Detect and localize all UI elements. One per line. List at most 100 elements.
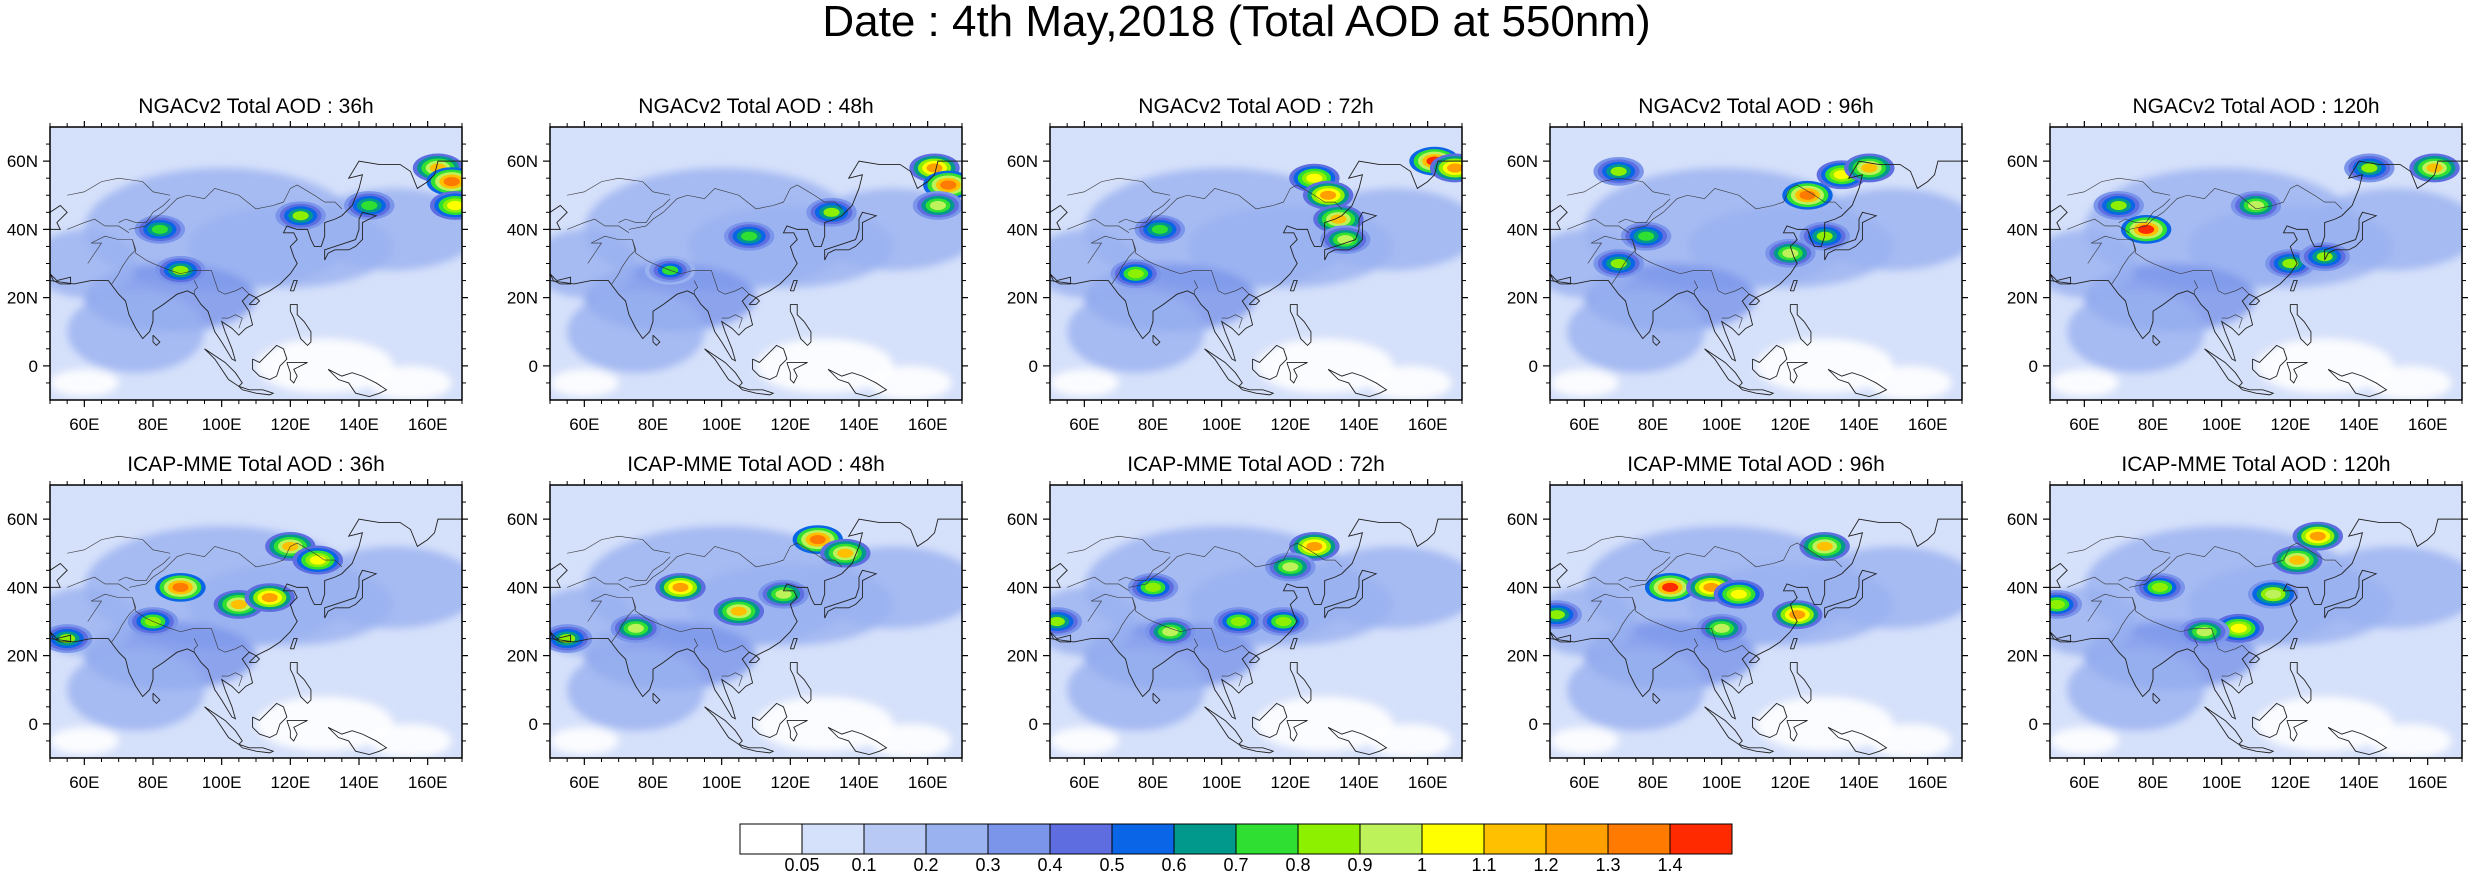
coastline bbox=[1748, 654, 1761, 663]
coastline bbox=[1050, 273, 1072, 285]
border bbox=[2221, 314, 2243, 329]
x-tick-label: 140E bbox=[1839, 415, 1879, 434]
x-tick-label: 160E bbox=[1908, 773, 1948, 792]
border bbox=[2111, 597, 2137, 643]
aod-plume bbox=[1844, 153, 1895, 183]
border bbox=[1628, 184, 1843, 230]
aod-plume bbox=[758, 579, 809, 609]
x-tick-label: 140E bbox=[339, 415, 379, 434]
aod-plume bbox=[610, 613, 662, 643]
y-tick-label: 40N bbox=[7, 578, 38, 597]
coastline bbox=[1248, 296, 1261, 305]
colorbar-box bbox=[1297, 823, 1361, 855]
aod-plume bbox=[292, 545, 343, 575]
x-tick-label: 140E bbox=[839, 773, 879, 792]
borders bbox=[1567, 177, 1843, 329]
map-panel: 60E 80E 100E 120E 140E 160E 60N 40N 20N 0 NGACv2 T… bbox=[1007, 95, 1468, 434]
aod-plume bbox=[275, 201, 326, 231]
aod-plume bbox=[1110, 259, 1162, 289]
aod-plume bbox=[655, 572, 706, 602]
aod-plume bbox=[2292, 521, 2343, 551]
border bbox=[567, 177, 671, 196]
colorbar-box bbox=[1607, 823, 1671, 855]
border bbox=[693, 280, 698, 295]
coastline bbox=[2324, 569, 2378, 619]
colorbar-box bbox=[801, 823, 865, 855]
coastline bbox=[824, 211, 878, 261]
colorbar-label: 1.3 bbox=[1595, 855, 1620, 874]
main-title: Date : 4th May,2018 (Total AOD at 550nm) bbox=[822, 0, 1651, 46]
x-tick-label: 100E bbox=[1202, 773, 1242, 792]
border bbox=[211, 628, 250, 653]
coastlines bbox=[550, 518, 962, 756]
coastline bbox=[752, 344, 788, 381]
border bbox=[721, 314, 743, 329]
aod-plume bbox=[50, 624, 93, 653]
y-tick-label: 0 bbox=[29, 715, 38, 734]
x-tick-label: 60E bbox=[69, 415, 99, 434]
border bbox=[118, 198, 171, 223]
aod-plume bbox=[2344, 153, 2395, 183]
x-tick-label: 100E bbox=[1702, 415, 1742, 434]
y-tick-label: 0 bbox=[529, 715, 538, 734]
border bbox=[1611, 597, 1637, 643]
map-panel: 60E 80E 100E 120E 140E 160E 60N 40N 20N 0 NGACv2 T… bbox=[7, 95, 468, 434]
coastline bbox=[550, 273, 572, 285]
coastline bbox=[1050, 204, 1068, 230]
y-tick-label: 0 bbox=[2029, 357, 2038, 376]
coastline bbox=[327, 726, 388, 756]
border bbox=[2087, 600, 2103, 622]
coastline bbox=[1786, 362, 1808, 384]
borders bbox=[567, 177, 843, 329]
x-tick-label: 160E bbox=[408, 773, 448, 792]
coastline bbox=[789, 280, 798, 292]
border bbox=[1211, 628, 1250, 653]
border bbox=[193, 280, 198, 295]
coastline bbox=[1286, 720, 1308, 742]
colorbar-box bbox=[1235, 823, 1299, 855]
coastline bbox=[1789, 304, 1812, 347]
border bbox=[567, 576, 630, 592]
aod-field bbox=[550, 485, 962, 758]
aod-plume bbox=[1713, 579, 1765, 609]
coastline bbox=[2248, 654, 2261, 663]
y-tick-label: 60N bbox=[2007, 152, 2038, 171]
border bbox=[1611, 239, 1637, 285]
y-tick-label: 40N bbox=[1007, 578, 1038, 597]
border bbox=[1693, 638, 1698, 653]
x-tick-label: 120E bbox=[2270, 773, 2310, 792]
x-tick-label: 160E bbox=[1408, 773, 1448, 792]
border bbox=[2211, 628, 2250, 653]
colorbar-box bbox=[1669, 823, 1733, 855]
border bbox=[1628, 542, 1843, 588]
x-tick-label: 120E bbox=[270, 773, 310, 792]
aod-plume bbox=[1765, 238, 1816, 268]
border bbox=[2067, 576, 2130, 592]
y-tick-label: 60N bbox=[7, 152, 38, 171]
coastline bbox=[1324, 211, 1378, 261]
coastline bbox=[786, 362, 808, 384]
coastline bbox=[550, 562, 568, 588]
border bbox=[611, 597, 637, 643]
border bbox=[211, 270, 250, 295]
x-tick-label: 100E bbox=[702, 773, 742, 792]
border bbox=[1118, 556, 1171, 581]
coastline bbox=[824, 569, 878, 619]
aod-plume bbox=[1799, 532, 1850, 561]
border bbox=[2091, 593, 2212, 633]
borders bbox=[1067, 535, 1343, 687]
coastline bbox=[1204, 348, 1243, 387]
coastline bbox=[152, 692, 161, 705]
panel-title: ICAP-MME Total AOD : 120h bbox=[2121, 453, 2390, 476]
border bbox=[1091, 235, 1212, 275]
x-tick-label: 80E bbox=[2138, 773, 2168, 792]
coastline bbox=[2327, 368, 2388, 398]
coastline bbox=[289, 662, 312, 705]
coastline bbox=[1738, 385, 1775, 396]
border bbox=[1067, 177, 1171, 196]
border bbox=[1087, 242, 1103, 264]
aod-plume bbox=[2050, 590, 2083, 619]
coastlines bbox=[2050, 160, 2462, 398]
x-tick-label: 160E bbox=[908, 415, 948, 434]
